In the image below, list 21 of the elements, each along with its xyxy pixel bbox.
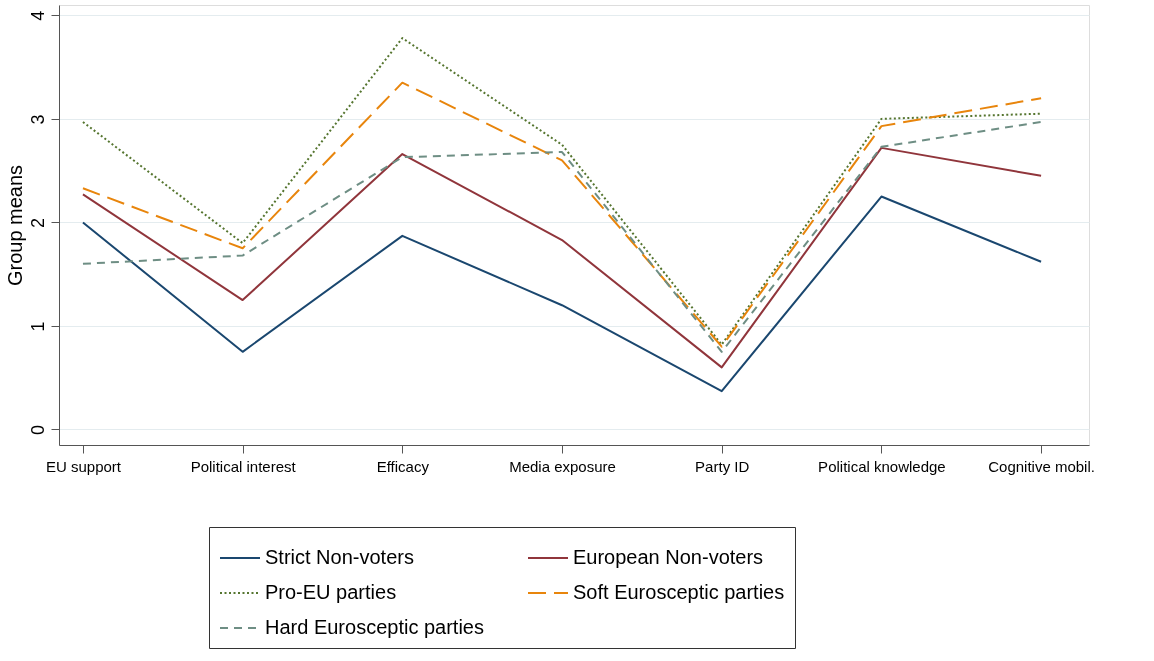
y-tick-label: 2	[27, 217, 48, 228]
line-series	[81, 195, 1043, 393]
x-tick-label: Political interest	[190, 457, 297, 475]
y-tick-label: 0	[27, 424, 48, 435]
y-tick-label: 3	[27, 114, 48, 125]
line-series	[81, 120, 1043, 353]
y-axis-title: Group means	[3, 164, 26, 287]
legend-label: Soft Eurosceptic parties	[573, 581, 785, 603]
y-tick-label: 1	[27, 321, 48, 332]
legend-label: European Non-voters	[573, 546, 764, 568]
legend-label: Pro-EU parties	[265, 581, 397, 603]
legend-label: Hard Eurosceptic parties	[265, 616, 484, 638]
legend-label: Strict Non-voters	[265, 546, 414, 568]
x-tick-label: Cognitive mobil.	[988, 457, 1095, 475]
x-tick-label: Party ID	[695, 457, 750, 475]
x-tick-label: EU support	[45, 457, 122, 475]
y-tick-label: 4	[27, 10, 48, 21]
x-tick-label: Efficacy	[376, 457, 430, 475]
x-tick-label: Media exposure	[509, 457, 616, 475]
x-tick-label: Political knowledge	[818, 457, 946, 475]
line-series	[81, 146, 1043, 369]
